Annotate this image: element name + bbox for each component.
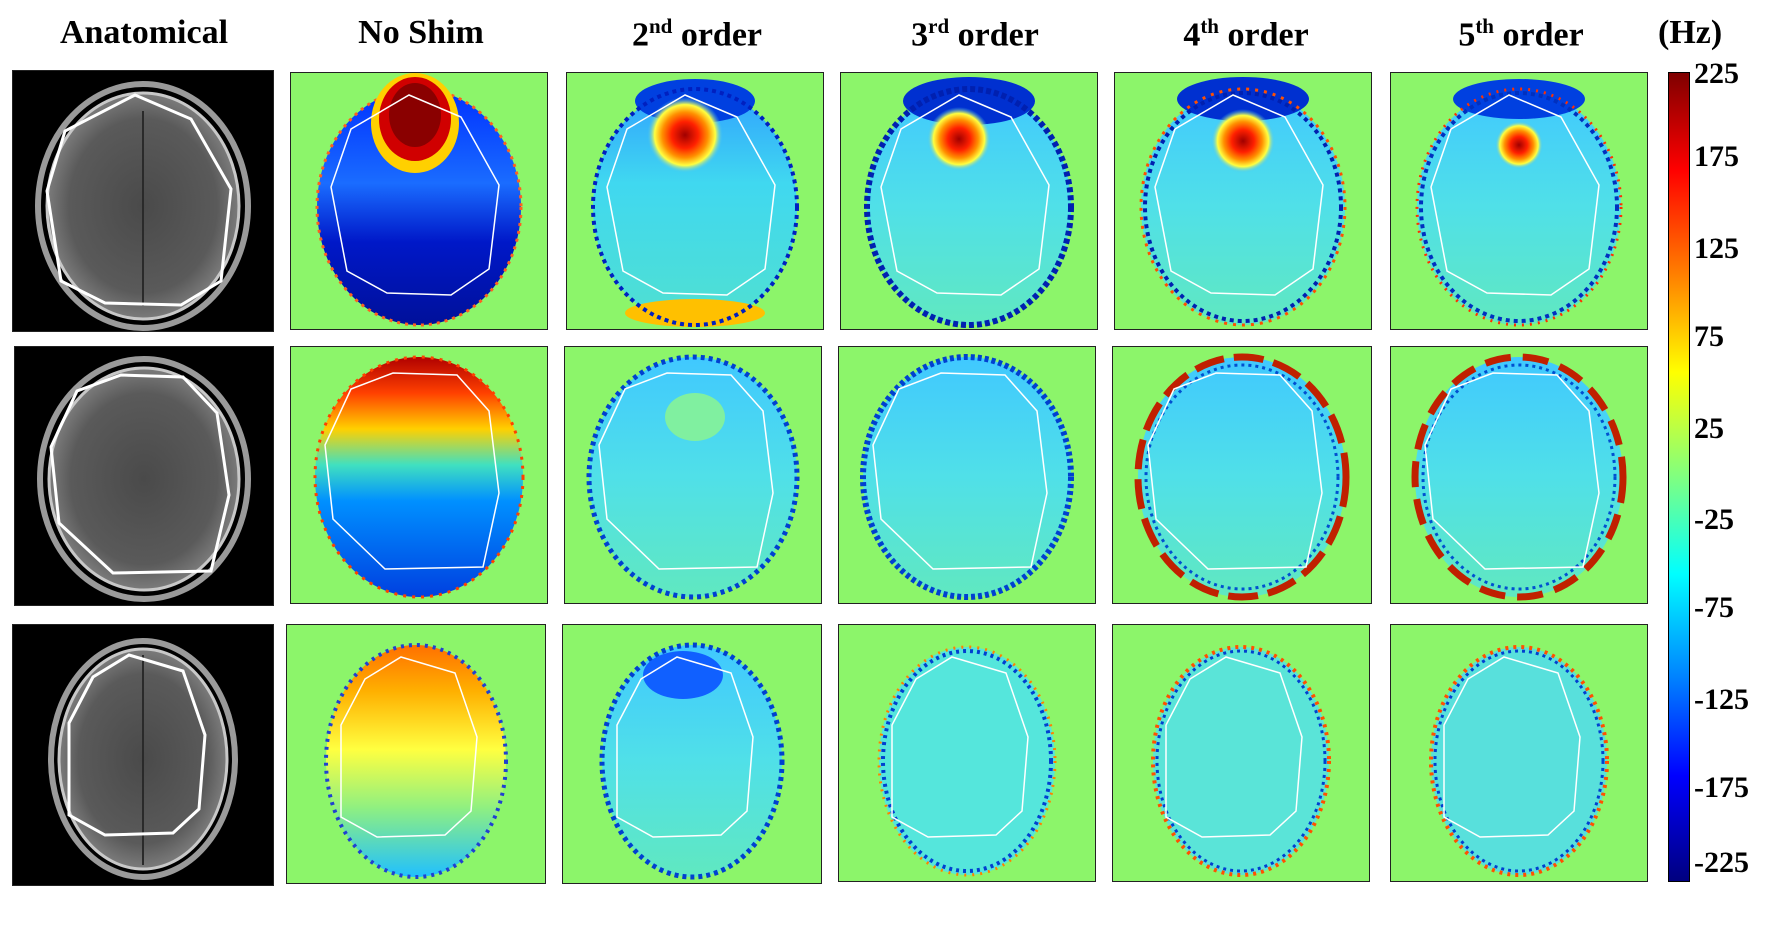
panel-anatomical-row1 — [12, 70, 274, 332]
colorbar-tick: 125 — [1694, 232, 1739, 265]
panel-3rd-order-row3 — [838, 624, 1096, 882]
colorbar-tick: -25 — [1694, 503, 1734, 536]
panel-5th-order-row2 — [1390, 346, 1648, 604]
colorbar-tick: -75 — [1694, 591, 1734, 624]
panel-anatomical-row2 — [14, 346, 274, 606]
panel-4th-order-row3 — [1112, 624, 1370, 882]
column-title-3rd-order: 3rd order — [911, 14, 1039, 54]
column-title-no-shim: No Shim — [358, 14, 484, 51]
panel-anatomical-row3 — [12, 624, 274, 886]
column-title-anatomical: Anatomical — [59, 14, 229, 51]
panel-4th-order-row2 — [1112, 346, 1372, 604]
panel-2nd-order-row2 — [564, 346, 822, 604]
colorbar-tick: 75 — [1694, 320, 1724, 353]
panel-no-shim-row2 — [290, 346, 548, 604]
panel-5th-order-row3 — [1390, 624, 1648, 882]
colorbar-tick: -225 — [1694, 846, 1749, 879]
colorbar-tick: 225 — [1694, 57, 1739, 90]
colorbar-tick: 175 — [1694, 140, 1739, 173]
panel-no-shim-row3 — [286, 624, 546, 884]
panel-2nd-order-row1 — [566, 72, 824, 330]
colorbar-tick: 25 — [1694, 412, 1724, 445]
column-title-4th-order: 4th order — [1183, 14, 1309, 54]
column-title-2nd-order: 2nd order — [631, 14, 763, 54]
colorbar-tick: -125 — [1694, 683, 1749, 716]
panel-no-shim-row1 — [290, 72, 548, 330]
panel-5th-order-row1 — [1390, 72, 1648, 330]
colorbar-unit: (Hz) — [1658, 14, 1723, 51]
panel-3rd-order-row2 — [838, 346, 1096, 604]
panel-4th-order-row1 — [1114, 72, 1372, 330]
column-title-5th-order: 5th order — [1458, 14, 1584, 54]
colorbar-tick: -175 — [1694, 771, 1749, 804]
colorbar — [1668, 72, 1690, 882]
panel-3rd-order-row1 — [840, 72, 1098, 330]
panel-2nd-order-row3 — [562, 624, 822, 884]
